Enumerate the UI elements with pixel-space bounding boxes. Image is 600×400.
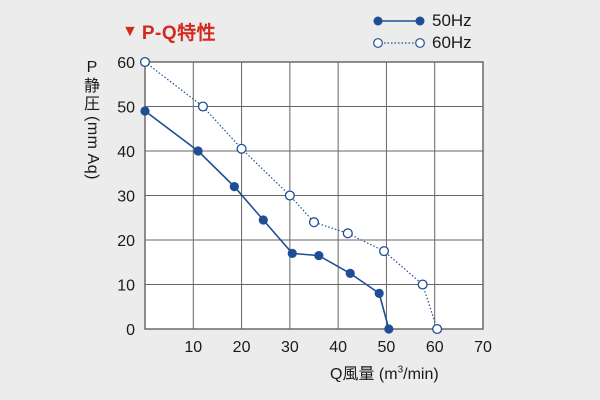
legend-item-50hz: 50Hz <box>372 10 472 32</box>
data-point-60hz <box>284 190 295 201</box>
x-tick-label: 20 <box>233 339 251 356</box>
data-point-50hz <box>314 250 324 261</box>
data-point-60hz <box>139 56 151 68</box>
x-axis-label-sup: 3 <box>397 364 404 376</box>
x-tick-label: 60 <box>426 339 444 356</box>
data-point-50hz <box>140 106 150 116</box>
y-tick-label: 40 <box>117 144 135 161</box>
x-tick-label: 10 <box>184 339 202 356</box>
y-axis-label-p: P <box>86 59 98 76</box>
legend-item-60hz: 60Hz <box>372 32 472 54</box>
y-axis-label-unit: (mm Aq) <box>84 116 101 180</box>
x-tick-label: 50 <box>378 339 396 356</box>
x-tick-label: 40 <box>329 339 347 356</box>
y-axis-label: P 静 圧 (mm Aq) <box>81 60 103 180</box>
data-point-60hz <box>197 101 208 112</box>
x-axis-label-end: /min) <box>403 366 439 383</box>
data-point-50hz <box>345 268 355 278</box>
data-point-60hz <box>236 143 247 154</box>
y-tick-label: 0 <box>126 322 135 339</box>
legend-swatch-50hz <box>373 16 425 26</box>
title-area: ▼ P-Q特性 <box>122 18 216 45</box>
y-tick-label: 30 <box>117 189 135 206</box>
data-point-50hz <box>193 146 203 156</box>
data-point-60hz <box>378 246 390 257</box>
y-tick-label: 50 <box>117 100 135 117</box>
y-tick-label: 20 <box>117 233 135 250</box>
x-tick-label: 30 <box>281 339 299 356</box>
legend-label-50hz: 50Hz <box>432 11 472 30</box>
data-point-60hz <box>432 323 443 335</box>
y-axis-label-char-1: 静 <box>83 78 100 95</box>
x-axis-label-main: Q風量 (m <box>330 366 398 383</box>
legend-label-60hz: 60Hz <box>432 33 472 52</box>
y-axis-label-char-2: 圧 <box>83 96 100 113</box>
x-tick-label: 70 <box>474 339 492 356</box>
legend: 50Hz 60Hz <box>372 10 472 54</box>
data-point-60hz <box>417 279 428 290</box>
y-tick-label: 60 <box>117 55 135 72</box>
data-point-50hz <box>374 288 384 298</box>
data-point-50hz <box>384 324 394 334</box>
chart-title: P-Q特性 <box>141 23 217 44</box>
series-line-60hz <box>144 61 438 330</box>
data-point-50hz <box>229 182 239 192</box>
y-tick-label: 10 <box>117 278 135 295</box>
data-point-60hz <box>308 217 320 228</box>
x-axis-label: Q風量 (m3/min) <box>330 360 439 384</box>
title-marker-icon: ▼ <box>122 22 138 40</box>
data-point-50hz <box>287 248 297 258</box>
legend-swatch-60hz <box>373 38 425 48</box>
data-point-50hz <box>258 215 268 225</box>
data-point-60hz <box>342 228 353 239</box>
